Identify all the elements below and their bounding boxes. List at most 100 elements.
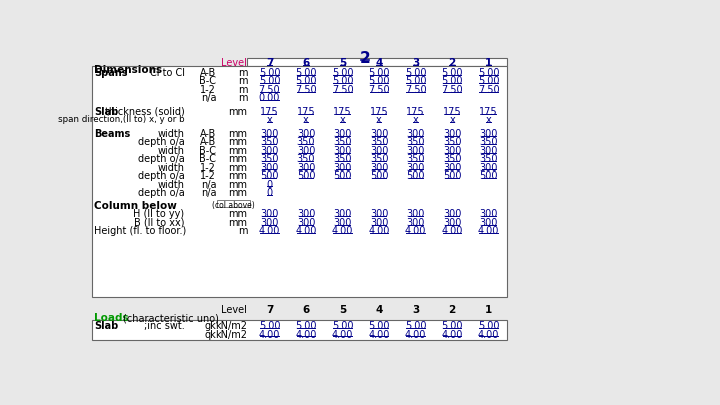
Text: 5.00: 5.00	[258, 68, 280, 78]
Text: 0: 0	[266, 180, 273, 190]
Text: 4.00: 4.00	[405, 226, 426, 236]
Text: 300: 300	[370, 209, 388, 219]
Text: 5.00: 5.00	[332, 68, 354, 78]
Text: mm: mm	[228, 180, 248, 190]
Text: 175: 175	[260, 107, 279, 117]
Text: 300: 300	[480, 218, 498, 228]
Text: x: x	[449, 115, 455, 125]
Text: 4: 4	[375, 305, 383, 315]
Text: 300: 300	[443, 146, 462, 156]
Text: 7: 7	[266, 305, 273, 315]
Text: 175: 175	[406, 107, 425, 117]
Text: 350: 350	[443, 137, 462, 147]
Text: 2: 2	[449, 305, 456, 315]
Text: A-B: A-B	[200, 129, 216, 139]
Text: Slab: Slab	[94, 107, 118, 117]
Text: 4.00: 4.00	[295, 226, 317, 236]
Text: 175: 175	[370, 107, 388, 117]
Text: x: x	[376, 115, 382, 125]
Text: 300: 300	[333, 146, 352, 156]
Text: 350: 350	[333, 154, 352, 164]
Text: 300: 300	[297, 163, 315, 173]
Bar	[91, 320, 507, 340]
Text: 4.00: 4.00	[405, 330, 426, 340]
Text: 300: 300	[406, 129, 425, 139]
Text: 5: 5	[339, 58, 346, 68]
Text: mm: mm	[228, 107, 248, 117]
Text: 300: 300	[370, 163, 388, 173]
Text: 4: 4	[375, 58, 383, 68]
Text: 7.50: 7.50	[332, 85, 354, 95]
Text: 7.50: 7.50	[478, 85, 500, 95]
Text: 3: 3	[412, 305, 419, 315]
Text: ;inc swt.: ;inc swt.	[144, 321, 184, 331]
Text: A-B: A-B	[200, 68, 216, 78]
Text: width: width	[158, 180, 184, 190]
Text: 300: 300	[370, 218, 388, 228]
Text: 350: 350	[480, 154, 498, 164]
Text: 350: 350	[406, 137, 425, 147]
Text: 500: 500	[480, 171, 498, 181]
Text: m: m	[238, 76, 248, 86]
Text: 5.00: 5.00	[369, 76, 390, 86]
Text: 175: 175	[480, 107, 498, 117]
Text: mm: mm	[228, 163, 248, 173]
Text: Slab: Slab	[94, 321, 118, 331]
Text: 4.00: 4.00	[332, 226, 354, 236]
Text: 300: 300	[480, 209, 498, 219]
Text: 300: 300	[297, 146, 315, 156]
Text: mm: mm	[228, 129, 248, 139]
Text: 350: 350	[297, 137, 315, 147]
Text: width: width	[158, 129, 184, 139]
Text: 7.50: 7.50	[368, 85, 390, 95]
Text: 4.00: 4.00	[258, 330, 280, 340]
Text: (characteristic uno): (characteristic uno)	[123, 313, 219, 324]
Text: 4.00: 4.00	[332, 330, 354, 340]
Text: 5.00: 5.00	[369, 68, 390, 78]
Text: 6: 6	[302, 58, 310, 68]
Text: 300: 300	[333, 209, 352, 219]
Text: x: x	[266, 115, 272, 125]
Text: 5.00: 5.00	[478, 321, 500, 331]
Text: B-C: B-C	[199, 154, 216, 164]
Text: 300: 300	[480, 146, 498, 156]
Text: 5.00: 5.00	[295, 321, 317, 331]
Text: 350: 350	[370, 154, 388, 164]
Text: 1-2: 1-2	[200, 171, 216, 181]
Text: Height (fl. to floor.): Height (fl. to floor.)	[94, 226, 186, 236]
Text: 175: 175	[333, 107, 352, 117]
Text: 4.00: 4.00	[441, 330, 463, 340]
Text: kN/m2: kN/m2	[215, 330, 248, 340]
Text: 300: 300	[406, 218, 425, 228]
Text: 2: 2	[449, 58, 456, 68]
Text: 2: 2	[360, 51, 371, 66]
Text: n/a: n/a	[201, 180, 216, 190]
Text: 350: 350	[443, 154, 462, 164]
Text: 5.00: 5.00	[478, 76, 500, 86]
Text: width: width	[158, 146, 184, 156]
Text: 175: 175	[443, 107, 462, 117]
Text: qk: qk	[204, 330, 216, 340]
Text: 300: 300	[480, 163, 498, 173]
Text: 5.00: 5.00	[405, 321, 426, 331]
Text: thickness (solid): thickness (solid)	[105, 107, 184, 117]
Text: 350: 350	[406, 154, 425, 164]
Text: mm: mm	[228, 218, 248, 228]
Text: Loads: Loads	[94, 313, 128, 324]
Text: Spans: Spans	[94, 68, 127, 78]
Text: 5.00: 5.00	[369, 321, 390, 331]
Text: 300: 300	[297, 218, 315, 228]
Text: A-B: A-B	[200, 137, 216, 147]
Text: 7.50: 7.50	[441, 85, 463, 95]
Text: 300: 300	[261, 209, 279, 219]
Text: 300: 300	[297, 209, 315, 219]
Text: 300: 300	[480, 129, 498, 139]
Text: 350: 350	[297, 154, 315, 164]
Text: 175: 175	[297, 107, 315, 117]
Text: m: m	[238, 85, 248, 95]
Text: 300: 300	[333, 163, 352, 173]
Text: 300: 300	[261, 218, 279, 228]
Text: 5.00: 5.00	[441, 321, 463, 331]
Text: m: m	[238, 68, 248, 78]
Text: 4.00: 4.00	[478, 226, 500, 236]
